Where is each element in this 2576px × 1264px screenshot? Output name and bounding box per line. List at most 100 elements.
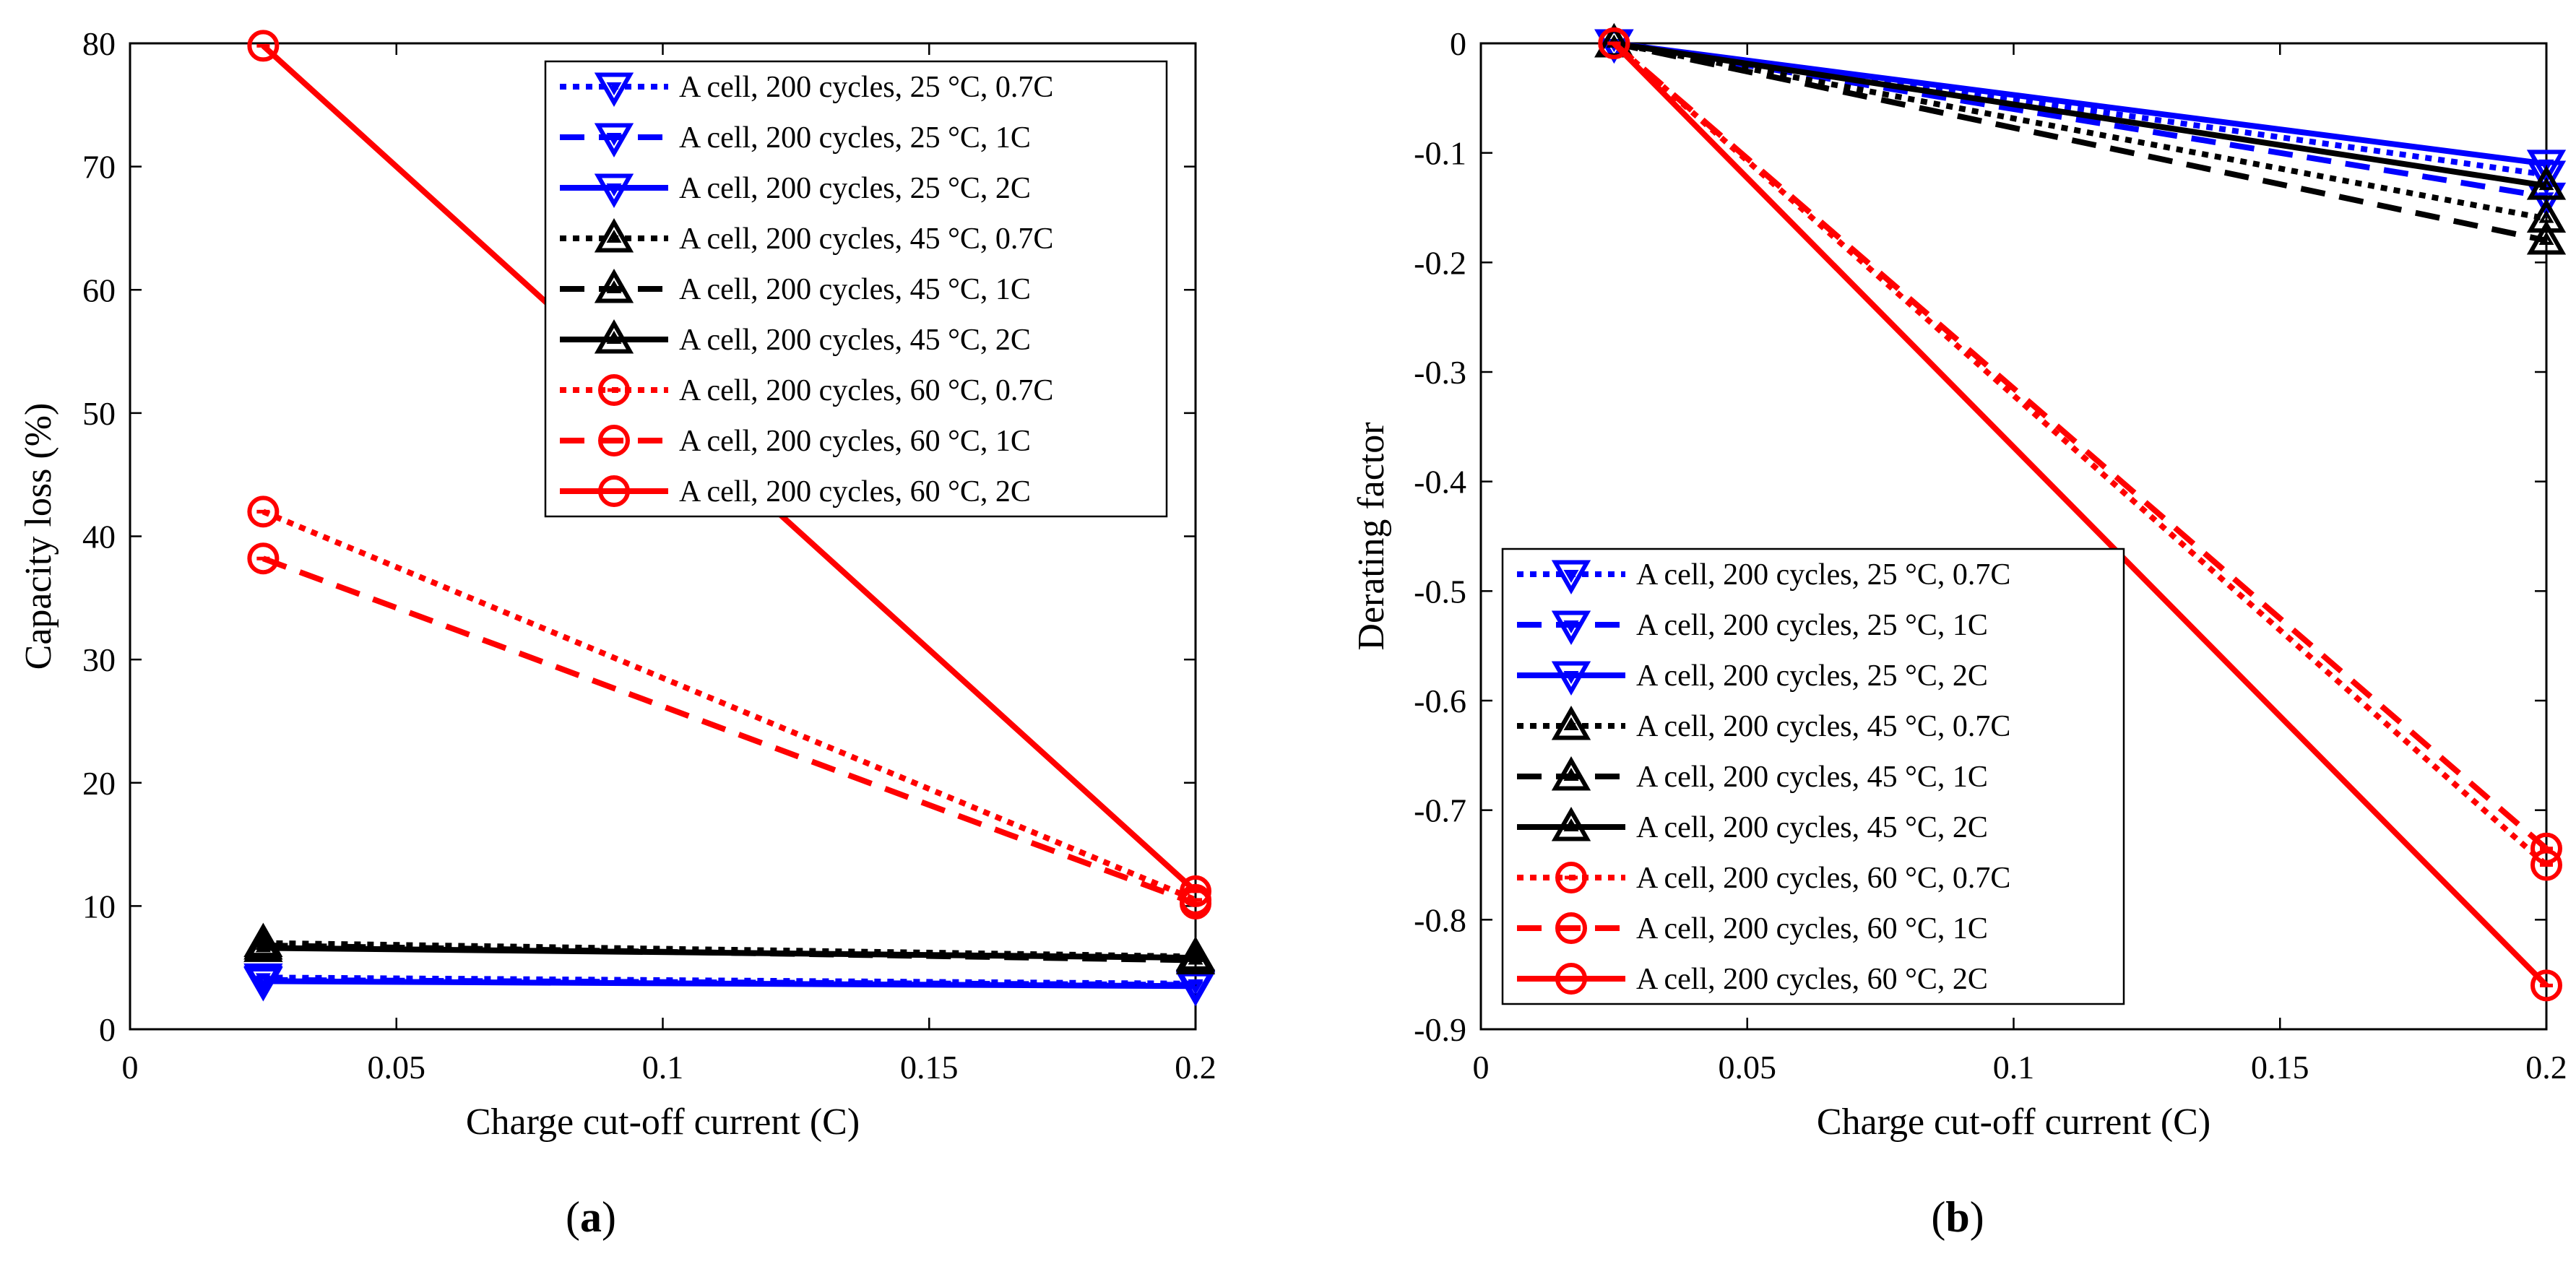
panel-a-data-point-a-cell-200-cycles-45-c-2c-0 — [243, 927, 283, 962]
panel-a-y-axis-label: Capacity loss (%) — [18, 403, 59, 670]
panel-b-series-line-a-cell-200-cycles-45-c-0-7c — [1613, 40, 2547, 222]
panel-a-data-point-a-cell-200-cycles-25-c-2c-0-inner — [255, 977, 271, 990]
panel-b-legend-entry-a-cell-200-cycles-25-c-2c: A cell, 200 cycles, 25 °C, 2C — [1636, 659, 1988, 693]
panel-a-data-point-a-cell-200-cycles-60-c-2c-0 — [247, 30, 280, 62]
panel-b-data-point-a-cell-200-cycles-45-c-2c-1 — [2526, 165, 2567, 200]
panel-b-legend-marker-a-cell-200-cycles-25-c-1c-inner — [1563, 620, 1579, 633]
panel-a-data-point-a-cell-200-cycles-60-c-2c-1 — [1180, 875, 1211, 907]
panel-a-y-tick-label: 80 — [82, 25, 116, 62]
panel-b-series-line-a-cell-200-cycles-45-c-2c — [1613, 40, 2547, 189]
panel-b-y-tick-label: -0.9 — [1414, 1011, 1466, 1048]
panel-b-data-point-a-cell-200-cycles-60-c-2c-0 — [1598, 27, 1630, 59]
panel-b-legend-marker-a-cell-200-cycles-45-c-0-7c — [1551, 705, 1591, 740]
panel-a-legend-marker-a-cell-200-cycles-25-c-1c — [594, 123, 634, 158]
panel-a-y-tick-label: 50 — [82, 395, 116, 432]
panel-a-legend-marker-a-cell-200-cycles-45-c-0-7c-inner — [606, 230, 622, 243]
panel-b-y-tick-label: -0.3 — [1414, 354, 1466, 391]
panel-a-chart: 0 0.05 0.1 0.15 0.2 0 10 20 30 40 50 60 70 80 Charge c… — [18, 25, 1216, 1143]
panel-b-legend-entry-a-cell-200-cycles-60-c-1c: A cell, 200 cycles, 60 °C, 1C — [1636, 912, 1988, 945]
panel-a-x-tick-label: 0.05 — [368, 1049, 426, 1086]
panel-b-data-point-a-cell-200-cycles-25-c-2c-1 — [2526, 150, 2567, 184]
panel-b-series-line-a-cell-200-cycles-45-c-1c — [1613, 40, 2547, 243]
panel-b-y-tick-label: -0.6 — [1414, 683, 1466, 719]
panel-b-data-point-a-cell-200-cycles-45-c-1c-1-inner — [2538, 232, 2554, 245]
panel-b-legend-marker-a-cell-200-cycles-60-c-1c — [1555, 912, 1587, 944]
panel-b-series-line-a-cell-200-cycles-60-c-1c — [1612, 40, 2549, 851]
caption-letter: b — [1945, 1193, 1969, 1241]
panel-a-data-point-a-cell-200-cycles-45-c-2c-1-inner — [1188, 949, 1203, 963]
panel-b-series-line-a-cell-200-cycles-25-c-2c — [1613, 40, 2547, 167]
panel-a-series-line-a-cell-200-cycles-45-c-2c — [263, 945, 1196, 961]
panel-a-legend-entry-a-cell-200-cycles-45-c-2c: A cell, 200 cycles, 45 °C, 2C — [679, 324, 1031, 357]
panel-b-legend-marker-a-cell-200-cycles-45-c-1c — [1551, 756, 1591, 791]
panel-b-y-tick-label: -0.5 — [1414, 573, 1466, 610]
panel-b-legend-marker-a-cell-200-cycles-45-c-1c-inner — [1563, 768, 1579, 781]
panel-a-y-tick-label: 40 — [82, 519, 116, 555]
panel-a-legend-entry-a-cell-200-cycles-25-c-1c: A cell, 200 cycles, 25 °C, 1C — [679, 121, 1031, 155]
panel-b-chart: 0 0.05 0.1 0.15 0.2 0 -0.1 -0.2 -0.3 -0.4 -0.5 -0.6… — [1351, 22, 2567, 1143]
panel-b-legend-marker-a-cell-200-cycles-25-c-0-7c-inner — [1563, 570, 1579, 583]
panel-b-y-tick-label: 0 — [1450, 25, 1466, 62]
panel-b-legend-marker-a-cell-200-cycles-45-c-2c-inner — [1563, 818, 1579, 831]
panel-a-data-point-a-cell-200-cycles-45-c-2c-1 — [1175, 937, 1216, 972]
panel-a-legend-marker-a-cell-200-cycles-25-c-1c-inner — [606, 133, 622, 146]
panel-b-x-tick-label: 0.1 — [1993, 1049, 2035, 1086]
panel-b-legend-marker-a-cell-200-cycles-25-c-2c-inner — [1563, 671, 1579, 684]
panel-a-series-line-a-cell-200-cycles-25-c-2c — [263, 978, 1196, 990]
panel-a-y-tick-label: 0 — [99, 1011, 116, 1048]
panel-a-data-point-a-cell-200-cycles-45-c-2c-0-inner — [255, 939, 271, 953]
panel-a-legend-marker-a-cell-200-cycles-25-c-2c — [594, 173, 634, 209]
panel-a-data-point-a-cell-200-cycles-25-c-2c-0 — [243, 966, 283, 1002]
panel-b-series-line-a-cell-200-cycles-60-c-2c — [1612, 41, 2549, 988]
panel-a-data-point-a-cell-200-cycles-60-c-0-7c-0 — [247, 495, 280, 528]
panel-b-data-point-a-cell-200-cycles-45-c-0-7c-1 — [2526, 198, 2567, 233]
caption-paren-open: ( — [1931, 1193, 1945, 1241]
panel-a-legend-marker-a-cell-200-cycles-60-c-2c — [598, 475, 630, 507]
panel-a-legend-entry-a-cell-200-cycles-60-c-2c: A cell, 200 cycles, 60 °C, 2C — [679, 475, 1031, 508]
panel-b-y-tick-label: -0.1 — [1414, 135, 1466, 172]
panel-a-y-tick-label: 60 — [82, 272, 116, 308]
panel-a-caption: (a) — [566, 1193, 616, 1241]
panel-a-legend-marker-a-cell-200-cycles-45-c-1c — [594, 268, 634, 303]
panel-a-legend-marker-a-cell-200-cycles-45-c-1c-inner — [606, 280, 622, 293]
panel-b-legend-marker-a-cell-200-cycles-60-c-0-7c — [1555, 862, 1587, 893]
panel-a-legend-marker-a-cell-200-cycles-60-c-0-7c — [598, 374, 630, 406]
panel-a-legend-marker-a-cell-200-cycles-60-c-1c — [598, 425, 630, 456]
panel-a-x-axis-label: Charge cut-off current (C) — [466, 1101, 860, 1143]
panel-b-legend-entry-a-cell-200-cycles-60-c-0-7c: A cell, 200 cycles, 60 °C, 0.7C — [1636, 862, 2010, 895]
panel-b-y-tick-label: -0.8 — [1414, 901, 1466, 938]
panel-a-legend-entry-a-cell-200-cycles-60-c-0-7c: A cell, 200 cycles, 60 °C, 0.7C — [679, 374, 1053, 407]
panel-a-data-point-a-cell-200-cycles-25-c-2c-1-inner — [1188, 982, 1203, 995]
caption-paren-close: ) — [1970, 1193, 1984, 1241]
panel-b-y-tick-label: -0.7 — [1414, 792, 1466, 829]
panel-a-legend-marker-a-cell-200-cycles-45-c-0-7c — [594, 217, 634, 253]
panel-b-data-point-a-cell-200-cycles-45-c-2c-1-inner — [2538, 177, 2554, 191]
panel-b-caption: (b) — [1931, 1193, 1984, 1241]
panel-a-legend-entry-a-cell-200-cycles-25-c-0-7c: A cell, 200 cycles, 25 °C, 0.7C — [679, 71, 1053, 104]
panel-b-data-point-a-cell-200-cycles-45-c-1c-1 — [2526, 220, 2567, 255]
panel-b-data-point-a-cell-200-cycles-60-c-0-7c-1 — [2530, 849, 2562, 881]
caption-paren-close: ) — [602, 1193, 616, 1241]
panel-b-legend-marker-a-cell-200-cycles-25-c-0-7c — [1551, 560, 1591, 595]
panel-a-series-line-a-cell-200-cycles-60-c-1c — [262, 555, 1197, 906]
panel-b-x-axis-label: Charge cut-off current (C) — [1817, 1101, 2210, 1143]
panel-b-legend-entry-a-cell-200-cycles-45-c-2c: A cell, 200 cycles, 45 °C, 2C — [1636, 811, 1988, 844]
panel-b-legend-marker-a-cell-200-cycles-45-c-0-7c-inner — [1563, 717, 1579, 730]
panel-a-legend: A cell, 200 cycles, 25 °C, 0.7C A cell, 2… — [544, 60, 1168, 518]
panel-b-legend-marker-a-cell-200-cycles-25-c-2c — [1551, 661, 1591, 696]
panel-b-legend-marker-a-cell-200-cycles-45-c-2c — [1551, 806, 1591, 841]
panel-a-legend-marker-a-cell-200-cycles-25-c-0-7c-inner — [606, 82, 622, 95]
panel-a-legend-marker-a-cell-200-cycles-45-c-2c — [594, 319, 634, 354]
panel-b-legend: A cell, 200 cycles, 25 °C, 0.7C A cell, 2… — [1501, 547, 2125, 1005]
caption-letter: a — [580, 1193, 602, 1241]
panel-b-legend-marker-a-cell-200-cycles-25-c-1c — [1551, 610, 1591, 646]
caption-paren-open: ( — [566, 1193, 580, 1241]
panel-b-y-axis-label: Derating factor — [1351, 422, 1392, 650]
panel-b-x-tick-label: 0 — [1473, 1049, 1490, 1086]
panel-b-legend-entry-a-cell-200-cycles-25-c-1c: A cell, 200 cycles, 25 °C, 1C — [1636, 609, 1988, 642]
panel-b-x-tick-label: 0.15 — [2251, 1049, 2309, 1086]
panel-b-data-point-a-cell-200-cycles-25-c-2c-1-inner — [2538, 159, 2554, 173]
panel-b-legend-entry-a-cell-200-cycles-60-c-2c: A cell, 200 cycles, 60 °C, 2C — [1636, 963, 1988, 996]
panel-a-legend-marker-a-cell-200-cycles-25-c-2c-inner — [606, 183, 622, 196]
